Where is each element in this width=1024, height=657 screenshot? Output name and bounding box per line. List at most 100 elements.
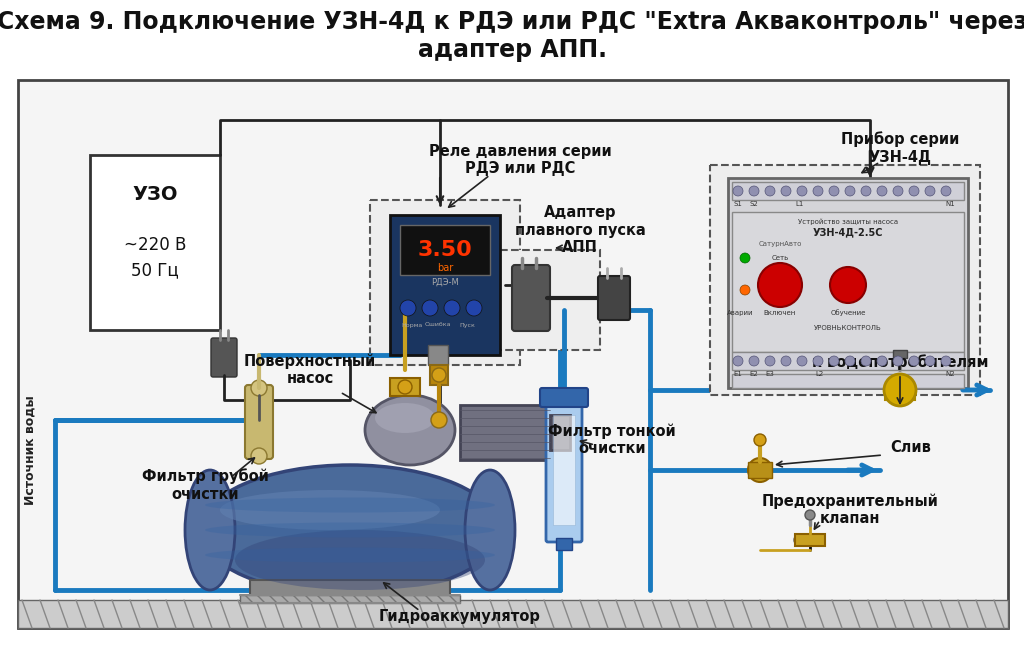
Text: bar: bar <box>437 263 454 273</box>
Text: СатурнАвто: СатурнАвто <box>759 241 802 247</box>
FancyBboxPatch shape <box>728 178 968 388</box>
Circle shape <box>748 458 772 482</box>
Circle shape <box>765 186 775 196</box>
Text: Прибор серии
УЗН-4Д: Прибор серии УЗН-4Д <box>841 131 959 164</box>
Text: Источник воды: Источник воды <box>24 395 37 505</box>
Ellipse shape <box>465 470 515 590</box>
Text: 50 Гц: 50 Гц <box>131 261 179 279</box>
Circle shape <box>781 356 791 366</box>
Circle shape <box>740 253 750 263</box>
Circle shape <box>941 186 951 196</box>
Circle shape <box>845 356 855 366</box>
Text: УРОВНЬКОНТРОЛЬ: УРОВНЬКОНТРОЛЬ <box>814 325 882 331</box>
Circle shape <box>909 186 919 196</box>
Circle shape <box>466 300 482 316</box>
FancyBboxPatch shape <box>390 378 420 396</box>
Circle shape <box>861 186 871 196</box>
FancyBboxPatch shape <box>250 580 450 598</box>
Circle shape <box>749 186 759 196</box>
Circle shape <box>829 186 839 196</box>
FancyBboxPatch shape <box>430 365 449 385</box>
FancyBboxPatch shape <box>732 212 964 352</box>
Circle shape <box>925 186 935 196</box>
Circle shape <box>813 186 823 196</box>
Text: E3: E3 <box>766 371 774 377</box>
Text: Аварии: Аварии <box>727 310 754 316</box>
Text: L1: L1 <box>796 201 804 207</box>
Circle shape <box>909 356 919 366</box>
Circle shape <box>794 534 806 546</box>
Text: Включен: Включен <box>764 310 796 316</box>
Text: Пуск: Пуск <box>459 323 475 327</box>
Text: L2: L2 <box>816 371 824 377</box>
Circle shape <box>398 380 412 394</box>
Text: 3.50: 3.50 <box>418 240 472 260</box>
FancyBboxPatch shape <box>732 182 964 200</box>
Circle shape <box>758 263 802 307</box>
FancyBboxPatch shape <box>732 352 964 370</box>
Text: Устройство защиты насоса: Устройство защиты насоса <box>798 219 898 225</box>
Ellipse shape <box>220 490 440 530</box>
FancyBboxPatch shape <box>18 80 1008 628</box>
Text: Ошибка: Ошибка <box>425 323 452 327</box>
Circle shape <box>877 356 887 366</box>
Circle shape <box>805 510 815 520</box>
Circle shape <box>884 374 916 406</box>
FancyBboxPatch shape <box>500 250 600 350</box>
FancyBboxPatch shape <box>885 380 915 400</box>
FancyBboxPatch shape <box>540 388 588 407</box>
Text: к водопотребителям: к водопотребителям <box>812 354 988 370</box>
Circle shape <box>830 267 866 303</box>
Text: S1: S1 <box>733 201 742 207</box>
Text: Норма: Норма <box>401 323 423 327</box>
Circle shape <box>797 186 807 196</box>
Text: Предохранительный
клапан: Предохранительный клапан <box>762 493 938 526</box>
Circle shape <box>740 285 750 295</box>
Circle shape <box>893 186 903 196</box>
Ellipse shape <box>205 547 495 562</box>
Ellipse shape <box>205 522 495 537</box>
Text: E1: E1 <box>733 371 742 377</box>
Text: ~220 В: ~220 В <box>124 236 186 254</box>
FancyBboxPatch shape <box>553 415 575 525</box>
Circle shape <box>797 356 807 366</box>
Text: N2: N2 <box>945 371 954 377</box>
Circle shape <box>781 186 791 196</box>
Text: S2: S2 <box>750 201 759 207</box>
Text: Фильтр грубой
очистки: Фильтр грубой очистки <box>141 468 268 501</box>
Circle shape <box>765 356 775 366</box>
Circle shape <box>749 356 759 366</box>
FancyBboxPatch shape <box>795 534 825 546</box>
Circle shape <box>754 434 766 446</box>
Circle shape <box>925 356 935 366</box>
Circle shape <box>251 380 267 396</box>
Circle shape <box>422 300 438 316</box>
Text: УЗН-4Д-2.5С: УЗН-4Д-2.5С <box>813 227 884 237</box>
Circle shape <box>733 356 743 366</box>
Circle shape <box>877 186 887 196</box>
FancyBboxPatch shape <box>390 215 500 355</box>
FancyBboxPatch shape <box>748 462 772 478</box>
Circle shape <box>813 356 823 366</box>
FancyBboxPatch shape <box>370 200 520 365</box>
FancyBboxPatch shape <box>710 165 980 395</box>
Text: Реле давления серии
РДЭ или РДС: Реле давления серии РДЭ или РДС <box>429 144 611 176</box>
Text: Фильтр тонкой
очистки: Фильтр тонкой очистки <box>548 424 676 457</box>
Ellipse shape <box>234 530 485 590</box>
Circle shape <box>733 186 743 196</box>
Circle shape <box>845 186 855 196</box>
FancyBboxPatch shape <box>245 385 273 459</box>
FancyBboxPatch shape <box>400 225 490 275</box>
Text: Сеть: Сеть <box>771 255 788 261</box>
FancyBboxPatch shape <box>550 415 570 450</box>
Text: Адаптер
плавного пуска
АПП: Адаптер плавного пуска АПП <box>515 205 645 255</box>
Text: Гидроаккумулятор: Гидроаккумулятор <box>379 610 541 625</box>
Ellipse shape <box>185 470 234 590</box>
Text: РДЭ-М: РДЭ-М <box>431 277 459 286</box>
FancyBboxPatch shape <box>211 338 237 377</box>
FancyBboxPatch shape <box>18 600 1008 628</box>
Circle shape <box>829 356 839 366</box>
FancyBboxPatch shape <box>460 405 550 460</box>
Circle shape <box>893 356 903 366</box>
FancyBboxPatch shape <box>428 345 449 365</box>
